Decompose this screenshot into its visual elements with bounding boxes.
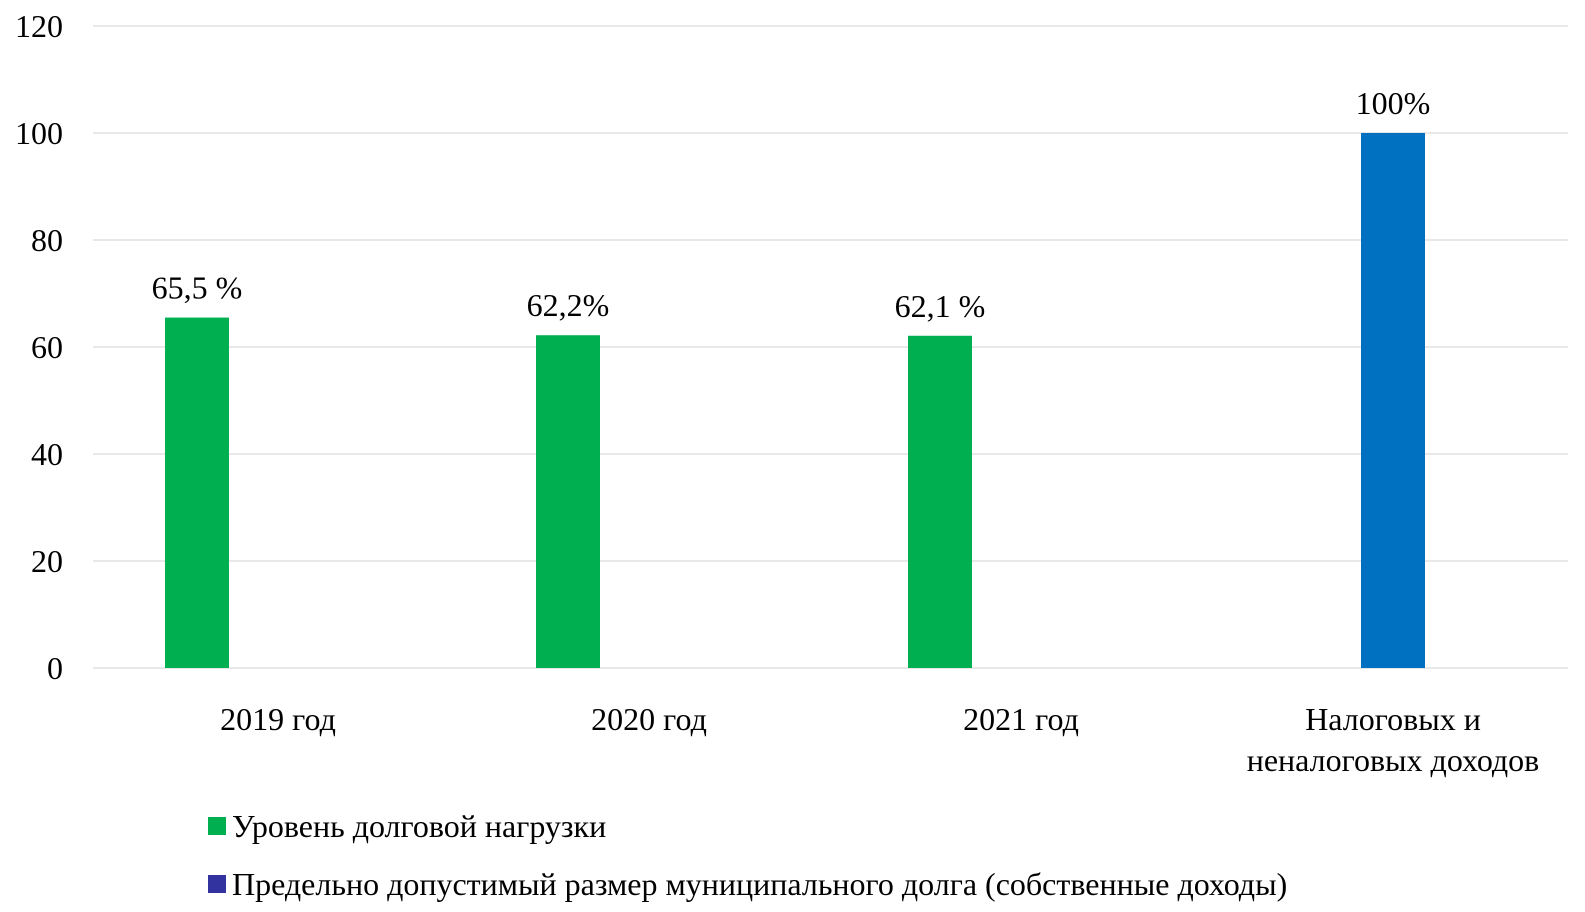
x-tick-label: 2020 год: [591, 701, 707, 737]
data-label: 100%: [1356, 85, 1431, 121]
bar: [1361, 133, 1425, 668]
x-tick-label: Налоговых и: [1305, 701, 1481, 737]
x-tick-label: неналоговых доходов: [1247, 742, 1540, 778]
bars: [165, 133, 1425, 668]
bar: [536, 335, 600, 668]
y-tick-label: 40: [31, 436, 63, 472]
y-tick-label: 60: [31, 329, 63, 365]
y-tick-label: 0: [47, 650, 63, 686]
data-label: 62,1 %: [895, 288, 986, 324]
legend-swatch-debt-load: [208, 817, 226, 835]
legend-swatch-max-debt: [208, 875, 226, 893]
y-tick-label: 20: [31, 543, 63, 579]
legend-item-debt-load: Уровень долговой нагрузки: [208, 810, 606, 842]
y-tick-label: 100: [15, 115, 63, 151]
x-tick-label: 2021 год: [963, 701, 1079, 737]
legend-label-max-debt: Предельно допустимый размер муниципально…: [232, 866, 1288, 902]
legend-label-debt-load: Уровень долговой нагрузки: [232, 808, 607, 844]
data-label: 65,5 %: [152, 270, 243, 306]
y-tick-label: 120: [15, 8, 63, 44]
legend-item-max-debt: Предельно допустимый размер муниципально…: [208, 868, 1287, 900]
data-label: 62,2%: [527, 287, 610, 323]
gridlines: [93, 25, 1568, 669]
bar: [165, 317, 229, 668]
x-axis-ticks: 2019 год 2020 год 2021 год Налоговых и ненал…: [220, 701, 1539, 778]
bar: [908, 335, 972, 668]
data-labels: 65,5 % 62,2% 62,1 % 100%: [152, 85, 1431, 324]
y-axis-ticks: 0 20 40 60 80 100 120: [15, 8, 63, 686]
y-tick-label: 80: [31, 222, 63, 258]
x-tick-label: 2019 год: [220, 701, 336, 737]
